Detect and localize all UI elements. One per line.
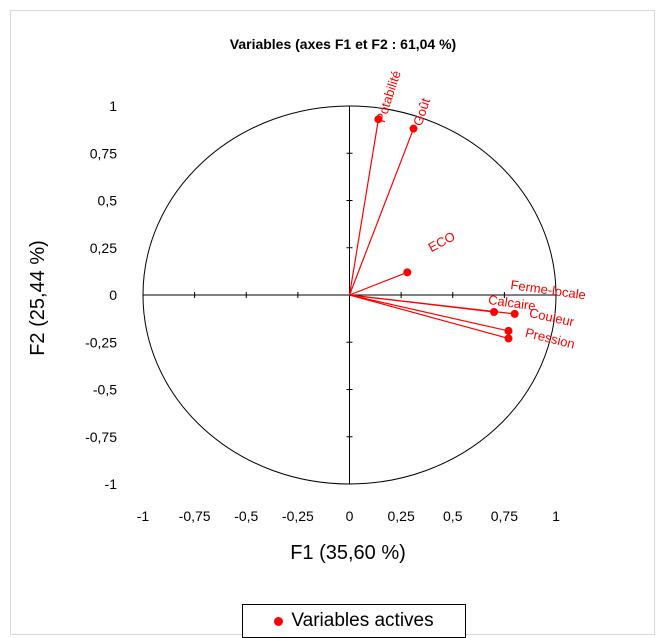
- variable-point: [403, 268, 412, 277]
- y-tick-label: 0,25: [90, 240, 117, 256]
- legend-marker: [274, 616, 284, 626]
- x-tick-label: 0,75: [491, 508, 518, 524]
- legend-label: Variables actives: [291, 610, 434, 631]
- variable-vector: [348, 119, 380, 296]
- y-tick-label: -1: [105, 476, 118, 492]
- legend: Variables actives: [242, 604, 466, 638]
- x-tick-label: 1: [552, 508, 560, 524]
- x-tick-label: -0,25: [282, 508, 314, 524]
- variable-point: [504, 326, 513, 335]
- variable-label: Calcaire: [487, 292, 536, 313]
- x-tick-label: -1: [137, 508, 150, 524]
- y-axis-label: F2 (25,44 %): [27, 240, 49, 356]
- x-tick-label: 0: [346, 508, 354, 524]
- variable-point: [374, 115, 383, 124]
- y-tick-label: 0,5: [98, 193, 118, 209]
- y-tick-label: -0,75: [85, 429, 117, 445]
- y-tick-label: 0,75: [90, 145, 117, 161]
- variable-vector: [349, 294, 495, 313]
- x-tick-label: -0,5: [234, 508, 258, 524]
- variable-point: [504, 334, 513, 343]
- variable-label: Pression: [524, 325, 577, 352]
- x-tick-label: 0,5: [443, 508, 463, 524]
- x-tick-label: -0,75: [179, 508, 211, 524]
- variable-point: [409, 124, 418, 133]
- x-axis-label: F1 (35,60 %): [290, 542, 406, 564]
- y-tick-label: 0: [109, 287, 117, 303]
- variable-vector: [349, 271, 408, 296]
- x-tick-label: 0,25: [388, 508, 415, 524]
- variable-label: Goût: [410, 96, 433, 128]
- y-tick-label: -0,5: [93, 382, 117, 398]
- variable-vector: [349, 294, 509, 332]
- chart-title: Variables (axes F1 et F2 : 61,04 %): [230, 36, 456, 52]
- variable-vector: [348, 128, 415, 296]
- y-tick-label: 1: [109, 98, 117, 114]
- variable-vector: [349, 294, 509, 340]
- variable-label: Potabilité: [373, 69, 404, 125]
- variable-point: [510, 309, 519, 318]
- variable-label: ECO: [426, 228, 458, 254]
- variable-point: [490, 308, 499, 317]
- y-tick-label: -0,25: [85, 334, 117, 350]
